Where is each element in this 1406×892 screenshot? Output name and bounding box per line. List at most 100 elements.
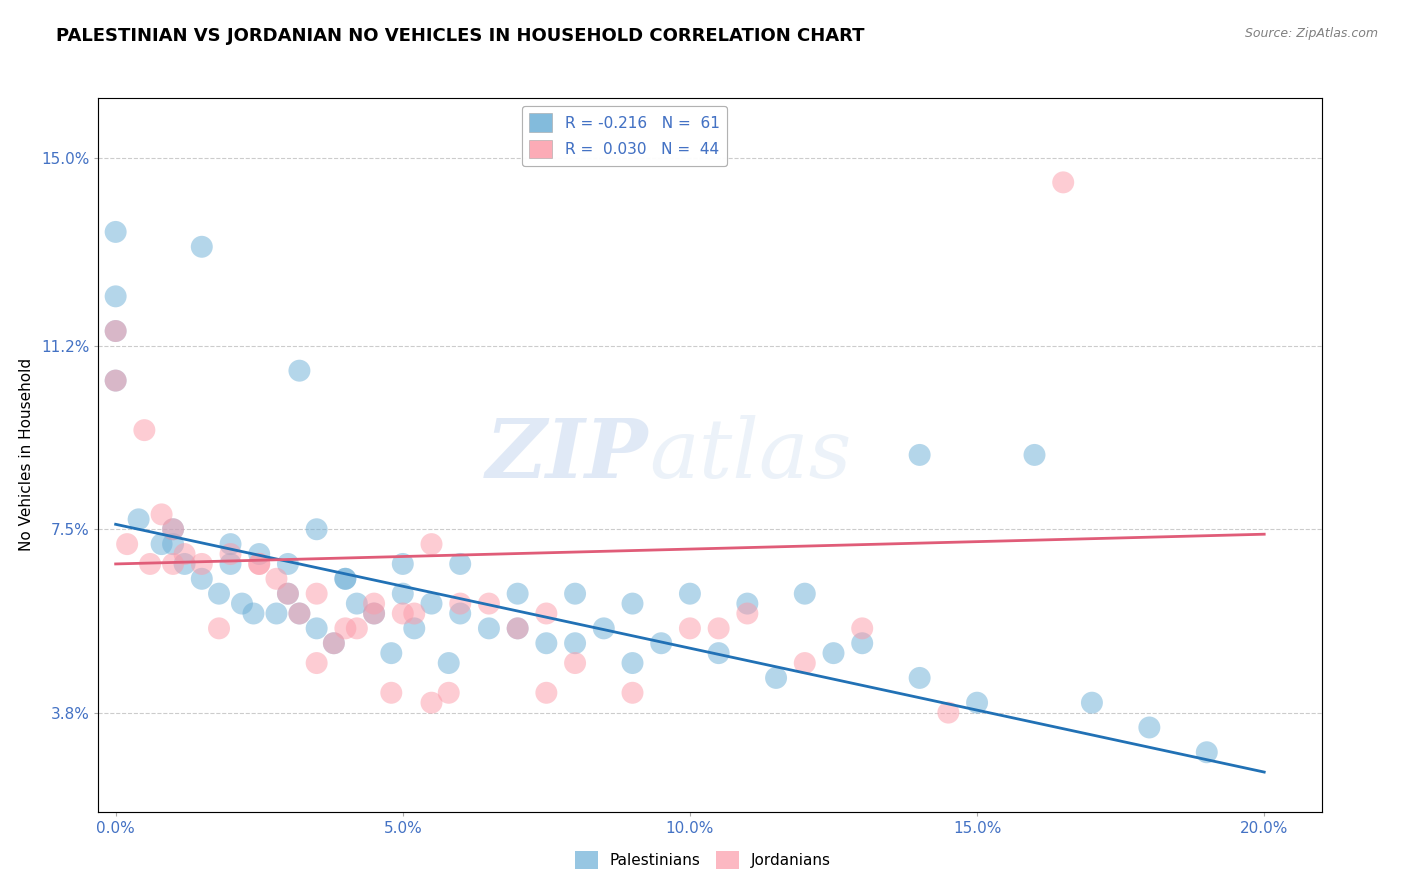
Point (679, 587, 702, 601)
Legend: Palestinians, Jordanians: Palestinians, Jordanians (568, 845, 838, 875)
Point (793, 587, 815, 601)
Point (150, 508, 173, 522)
Point (564, 636, 586, 650)
Point (621, 656, 644, 670)
Point (134, 423, 156, 437)
Point (564, 587, 586, 601)
Point (191, 572, 214, 586)
Point (247, 547, 270, 561)
Point (219, 547, 242, 561)
Text: Source: ZipAtlas.com: Source: ZipAtlas.com (1244, 27, 1378, 40)
Point (679, 621, 702, 635)
Point (391, 557, 413, 571)
Point (363, 607, 385, 621)
Point (363, 597, 385, 611)
Point (191, 240, 214, 254)
Point (346, 597, 368, 611)
Point (277, 587, 299, 601)
Point (851, 636, 873, 650)
Point (335, 572, 357, 586)
Point (277, 587, 299, 601)
Point (335, 621, 357, 635)
Point (305, 621, 328, 635)
Point (737, 597, 759, 611)
Point (564, 656, 586, 670)
Point (536, 607, 558, 621)
Point (288, 607, 311, 621)
Point (305, 522, 328, 536)
Point (1137, 721, 1160, 735)
Point (1052, 175, 1074, 189)
Point (242, 607, 264, 621)
Point (404, 621, 426, 635)
Point (908, 448, 931, 462)
Point (621, 597, 644, 611)
Point (128, 512, 150, 526)
Point (115, 537, 138, 551)
Point (380, 646, 402, 660)
Point (162, 522, 184, 536)
Point (191, 557, 214, 571)
Point (104, 324, 127, 338)
Point (437, 656, 460, 670)
Point (277, 557, 299, 571)
Point (266, 572, 288, 586)
Point (592, 621, 614, 635)
Y-axis label: No Vehicles in Household: No Vehicles in Household (20, 359, 34, 551)
Point (305, 587, 328, 601)
Point (506, 587, 529, 601)
Point (322, 636, 344, 650)
Point (305, 656, 328, 670)
Point (139, 557, 162, 571)
Point (478, 597, 501, 611)
Point (104, 374, 127, 388)
Point (219, 557, 242, 571)
Point (104, 289, 127, 303)
Point (851, 621, 873, 635)
Point (173, 557, 195, 571)
Text: PALESTINIAN VS JORDANIAN NO VEHICLES IN HOUSEHOLD CORRELATION CHART: PALESTINIAN VS JORDANIAN NO VEHICLES IN … (56, 27, 865, 45)
Point (162, 537, 184, 551)
Point (208, 621, 231, 635)
Point (765, 671, 787, 685)
Point (420, 696, 443, 710)
Point (536, 636, 558, 650)
Text: ZIP: ZIP (486, 415, 650, 495)
Point (391, 607, 413, 621)
Point (104, 324, 127, 338)
Point (621, 686, 644, 700)
Point (449, 557, 471, 571)
Point (247, 557, 270, 571)
Point (966, 696, 988, 710)
Point (391, 587, 413, 601)
Point (1195, 745, 1218, 759)
Point (231, 597, 253, 611)
Point (162, 522, 184, 536)
Point (793, 656, 815, 670)
Point (104, 225, 127, 239)
Point (707, 621, 730, 635)
Point (219, 537, 242, 551)
Point (288, 364, 311, 378)
Point (420, 537, 443, 551)
Point (449, 607, 471, 621)
Point (247, 557, 270, 571)
Point (1024, 448, 1046, 462)
Text: atlas: atlas (650, 415, 851, 495)
Point (650, 636, 672, 650)
Point (478, 621, 501, 635)
Point (363, 607, 385, 621)
Point (437, 686, 460, 700)
Point (506, 621, 529, 635)
Point (208, 587, 231, 601)
Point (449, 597, 471, 611)
Point (707, 646, 730, 660)
Legend: R = -0.216   N =  61, R =  0.030   N =  44: R = -0.216 N = 61, R = 0.030 N = 44 (522, 106, 727, 166)
Point (908, 671, 931, 685)
Point (335, 572, 357, 586)
Point (380, 686, 402, 700)
Point (737, 607, 759, 621)
Point (288, 607, 311, 621)
Point (173, 547, 195, 561)
Point (404, 607, 426, 621)
